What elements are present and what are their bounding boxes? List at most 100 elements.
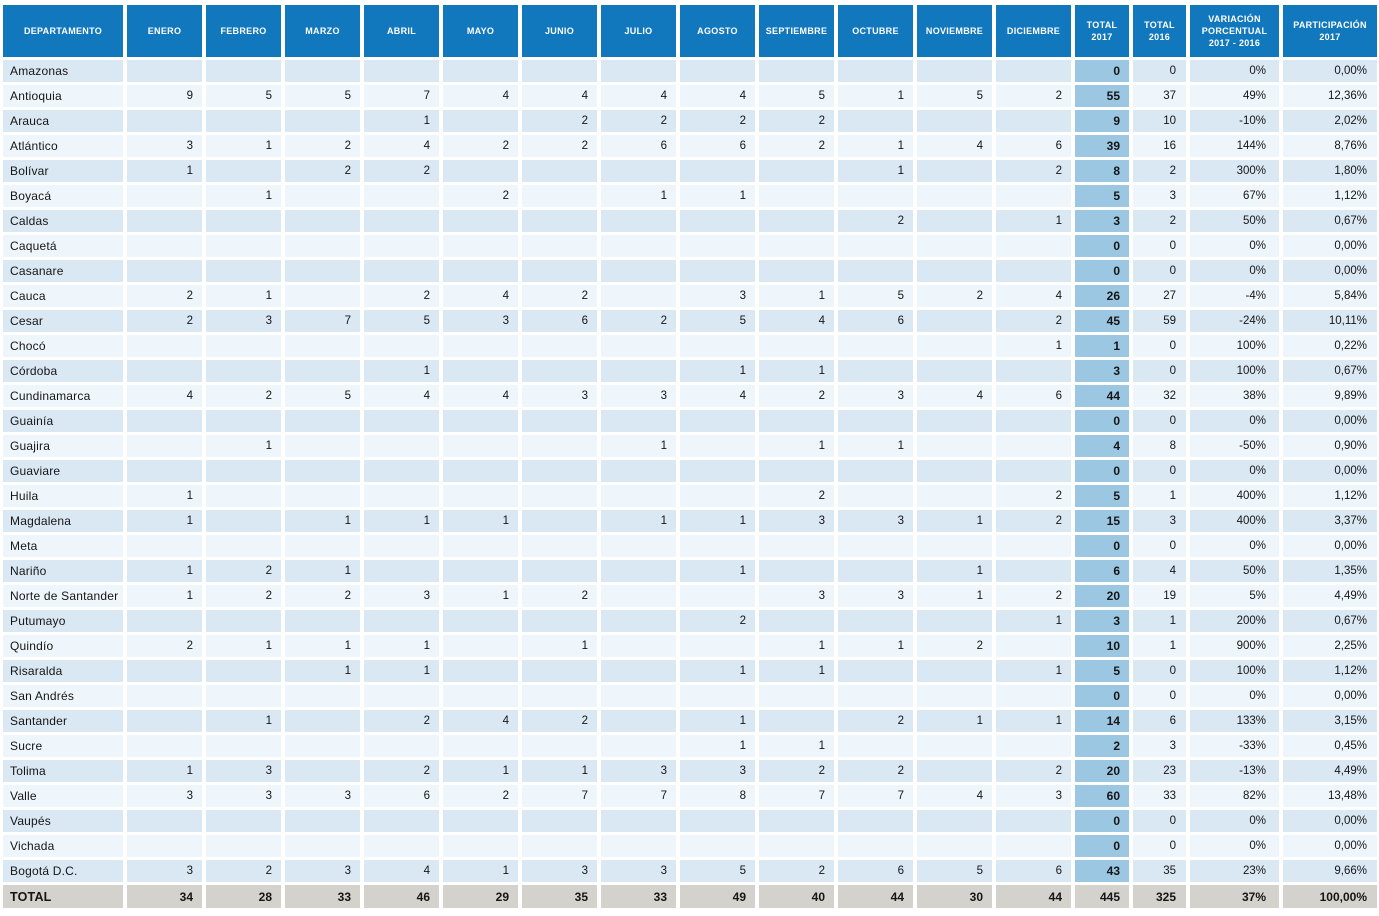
cell-diciembre: 2 xyxy=(996,310,1071,332)
table-row: San Andrés 0 0 0% 0,00% xyxy=(3,685,1377,707)
cell-enero xyxy=(127,435,202,457)
cell-departamento: Santander xyxy=(3,710,123,732)
cell-enero xyxy=(127,210,202,232)
cell-departamento: Putumayo xyxy=(3,610,123,632)
cell-agosto: 1 xyxy=(680,185,755,207)
cell-agosto xyxy=(680,585,755,607)
cell-enero xyxy=(127,235,202,257)
cell-mayo xyxy=(443,610,518,632)
column-header-septiembre: SEPTIEMBRE xyxy=(759,5,834,57)
cell-variacion: -33% xyxy=(1190,735,1279,757)
cell-septiembre xyxy=(759,810,834,832)
cell-mayo xyxy=(443,235,518,257)
cell-mayo: 4 xyxy=(443,385,518,407)
cell-agosto xyxy=(680,260,755,282)
cell-noviembre: 5 xyxy=(917,860,992,882)
total-cell-abril: 46 xyxy=(364,885,439,908)
cell-noviembre: 2 xyxy=(917,285,992,307)
cell-junio: 3 xyxy=(522,860,597,882)
cell-agosto xyxy=(680,160,755,182)
cell-febrero: 3 xyxy=(206,785,281,807)
cell-febrero xyxy=(206,110,281,132)
cell-total-2017: 4 xyxy=(1075,435,1129,457)
cell-total-2017: 0 xyxy=(1075,535,1129,557)
cell-septiembre: 3 xyxy=(759,585,834,607)
cell-participacion: 0,67% xyxy=(1283,610,1377,632)
cell-enero: 3 xyxy=(127,135,202,157)
cell-variacion: 50% xyxy=(1190,210,1279,232)
cell-diciembre xyxy=(996,410,1071,432)
cell-marzo xyxy=(285,735,360,757)
cell-octubre xyxy=(838,260,913,282)
cell-junio: 2 xyxy=(522,285,597,307)
cell-agosto xyxy=(680,210,755,232)
cell-mayo: 1 xyxy=(443,760,518,782)
cell-participacion: 0,00% xyxy=(1283,235,1377,257)
cell-noviembre xyxy=(917,610,992,632)
cell-noviembre xyxy=(917,160,992,182)
table-row: Valle 3 3 3 6 2 7 7 8 7 7 4 3 60 33 82% … xyxy=(3,785,1377,807)
cell-noviembre xyxy=(917,485,992,507)
cell-variacion: 82% xyxy=(1190,785,1279,807)
cell-diciembre xyxy=(996,235,1071,257)
cell-octubre xyxy=(838,110,913,132)
cell-febrero: 1 xyxy=(206,435,281,457)
total-cell-marzo: 33 xyxy=(285,885,360,908)
cell-julio: 4 xyxy=(601,85,676,107)
cell-abril: 4 xyxy=(364,860,439,882)
cell-variacion: -24% xyxy=(1190,310,1279,332)
cell-junio xyxy=(522,160,597,182)
total-cell-septiembre: 40 xyxy=(759,885,834,908)
cell-diciembre xyxy=(996,635,1071,657)
cell-septiembre xyxy=(759,185,834,207)
cell-noviembre: 2 xyxy=(917,635,992,657)
cell-marzo: 2 xyxy=(285,585,360,607)
cell-variacion: -13% xyxy=(1190,760,1279,782)
cell-marzo xyxy=(285,435,360,457)
cell-participacion: 0,22% xyxy=(1283,335,1377,357)
cell-agosto: 8 xyxy=(680,785,755,807)
cell-octubre xyxy=(838,660,913,682)
cell-abril: 3 xyxy=(364,585,439,607)
cell-participacion: 2,25% xyxy=(1283,635,1377,657)
total-cell-total-2017: 445 xyxy=(1075,885,1129,908)
cell-agosto xyxy=(680,635,755,657)
cell-septiembre: 5 xyxy=(759,85,834,107)
cell-total-2017: 2 xyxy=(1075,735,1129,757)
cell-agosto: 5 xyxy=(680,860,755,882)
cell-departamento: Casanare xyxy=(3,260,123,282)
cell-julio: 1 xyxy=(601,510,676,532)
cell-total-2016: 3 xyxy=(1133,185,1186,207)
cell-marzo: 7 xyxy=(285,310,360,332)
cell-total-2017: 43 xyxy=(1075,860,1129,882)
cell-noviembre: 1 xyxy=(917,585,992,607)
cell-enero: 3 xyxy=(127,785,202,807)
cell-junio xyxy=(522,660,597,682)
cell-febrero: 1 xyxy=(206,135,281,157)
cell-mayo xyxy=(443,685,518,707)
cell-departamento: Nariño xyxy=(3,560,123,582)
cell-departamento: Vaupés xyxy=(3,810,123,832)
cell-variacion: 0% xyxy=(1190,535,1279,557)
cell-septiembre xyxy=(759,685,834,707)
cell-abril xyxy=(364,685,439,707)
table-row: Putumayo 2 1 3 1 200% 0,67% xyxy=(3,610,1377,632)
cell-abril xyxy=(364,810,439,832)
table-total-row: TOTAL 34 28 33 46 29 35 33 49 40 44 30 4… xyxy=(3,885,1377,908)
cell-junio: 7 xyxy=(522,785,597,807)
cell-septiembre: 2 xyxy=(759,110,834,132)
cell-septiembre xyxy=(759,835,834,857)
table-row: Meta 0 0 0% 0,00% xyxy=(3,535,1377,557)
cell-abril xyxy=(364,485,439,507)
cell-junio xyxy=(522,610,597,632)
table-row: Santander 1 2 4 2 1 2 1 1 14 6 133% 3,15… xyxy=(3,710,1377,732)
cell-mayo xyxy=(443,360,518,382)
cell-julio xyxy=(601,410,676,432)
cell-julio xyxy=(601,485,676,507)
table-row: Boyacá 1 2 1 1 5 3 67% 1,12% xyxy=(3,185,1377,207)
cell-diciembre: 1 xyxy=(996,335,1071,357)
cell-enero xyxy=(127,260,202,282)
cell-departamento: Boyacá xyxy=(3,185,123,207)
cell-febrero xyxy=(206,835,281,857)
